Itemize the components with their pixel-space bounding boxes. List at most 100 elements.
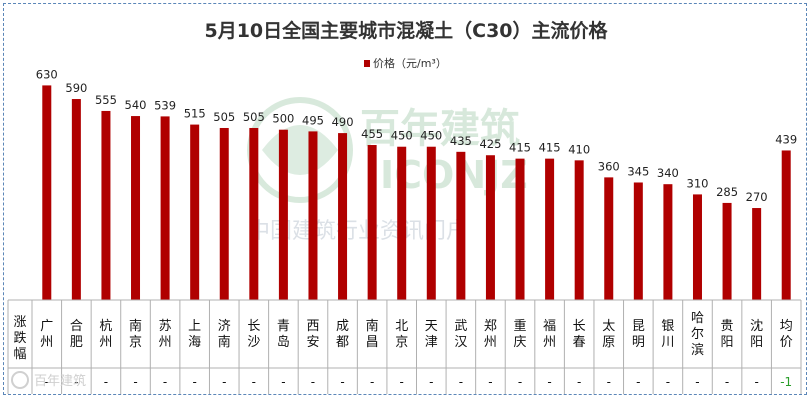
change-label: - xyxy=(488,375,492,389)
bar xyxy=(131,116,141,300)
value-label: 410 xyxy=(568,142,590,156)
value-label: 415 xyxy=(509,141,531,155)
change-label: - xyxy=(252,375,256,389)
change-label: - xyxy=(695,375,699,389)
bar xyxy=(574,160,584,300)
category-label: 长沙 xyxy=(247,319,260,350)
value-label: 590 xyxy=(65,81,87,95)
legend-swatch xyxy=(364,60,370,67)
bar xyxy=(722,202,732,300)
category-label: 北京 xyxy=(395,319,408,350)
change-label: - xyxy=(104,375,108,389)
category-label: 杭州 xyxy=(99,319,112,350)
bar xyxy=(752,208,762,300)
value-label: 285 xyxy=(716,185,738,199)
value-label: 630 xyxy=(36,67,58,81)
change-label: - xyxy=(370,375,374,389)
category-label: 济南 xyxy=(218,319,231,350)
change-label: - xyxy=(45,375,49,389)
value-label: 310 xyxy=(687,176,709,190)
category-label: 福州 xyxy=(543,319,556,350)
value-label: 515 xyxy=(184,107,206,121)
change-label: - xyxy=(281,375,285,389)
category-label: 哈尔滨 xyxy=(691,311,704,358)
category-label: 贵阳 xyxy=(721,319,734,350)
category-labels-group: 广州合肥杭州南京苏州上海济南长沙青岛西安成都南昌北京天津武汉郑州重庆福州长春太原… xyxy=(40,311,792,358)
change-labels-group: - - - - - - - - - - - - - - - - - - - - - - - - - -1 xyxy=(45,375,793,389)
value-label: 425 xyxy=(479,137,501,151)
category-label: 郑州 xyxy=(484,319,497,350)
value-label: 539 xyxy=(154,98,176,112)
value-label: 450 xyxy=(391,129,413,143)
table-row-label: 涨跌幅 xyxy=(13,315,26,362)
change-label: - xyxy=(577,375,581,389)
change-label: - xyxy=(429,375,433,389)
change-label: - xyxy=(459,375,463,389)
bar xyxy=(101,110,111,300)
category-label: 合肥 xyxy=(70,319,83,350)
bar xyxy=(781,150,791,300)
bar xyxy=(485,155,495,300)
value-label: 360 xyxy=(598,159,620,173)
category-label: 沈阳 xyxy=(750,319,763,350)
value-label: 270 xyxy=(746,190,768,204)
category-label: 南昌 xyxy=(366,318,379,350)
value-label: 415 xyxy=(539,141,561,155)
change-label: - xyxy=(607,375,611,389)
category-label: 西安 xyxy=(306,319,319,350)
value-label: 439 xyxy=(775,132,797,146)
bar xyxy=(219,127,229,300)
source-watermark-text: 百年建筑 xyxy=(34,373,86,389)
change-label: - xyxy=(636,375,640,389)
category-label: 银川 xyxy=(661,319,674,350)
watermark-brand: 百年建筑 xyxy=(360,106,520,152)
category-label: 成都 xyxy=(336,319,349,350)
bar xyxy=(456,151,466,300)
bar xyxy=(190,124,200,300)
bar xyxy=(633,182,643,300)
bar xyxy=(367,145,377,300)
chart-title: 5月10日全国主要城市混凝土（C30）主流价格 xyxy=(204,19,608,42)
change-label: -1 xyxy=(780,375,792,389)
bar xyxy=(71,99,81,300)
bar xyxy=(545,158,555,300)
bar xyxy=(42,85,52,300)
value-label: 490 xyxy=(332,115,354,129)
category-label: 均价 xyxy=(780,319,793,350)
value-label: 435 xyxy=(450,134,472,148)
category-label: 青岛 xyxy=(277,319,290,350)
value-label: 540 xyxy=(125,98,147,112)
category-label: 上海 xyxy=(188,319,201,350)
bar xyxy=(397,146,407,300)
value-label: 345 xyxy=(627,164,649,178)
category-label: 太原 xyxy=(602,319,615,350)
bar xyxy=(604,177,614,300)
change-label: - xyxy=(547,375,551,389)
value-labels-group: 630 590 555 540 539 515 505 505 500 495 490 455 450 4… xyxy=(36,67,797,204)
change-label: - xyxy=(163,375,167,389)
category-label: 武汉 xyxy=(454,319,467,350)
value-label: 340 xyxy=(657,166,679,180)
change-label: - xyxy=(311,375,315,389)
bar xyxy=(426,146,436,300)
change-label: - xyxy=(340,375,344,389)
bar xyxy=(692,194,702,300)
category-label: 重庆 xyxy=(514,318,527,350)
category-label: 苏州 xyxy=(159,318,172,350)
bar xyxy=(338,133,348,300)
change-label: - xyxy=(666,375,670,389)
value-label: 505 xyxy=(213,110,235,124)
value-label: 455 xyxy=(361,127,383,141)
bar xyxy=(663,184,673,300)
category-label: 长春 xyxy=(573,319,586,350)
table-grid xyxy=(7,299,802,394)
value-label: 555 xyxy=(95,93,117,107)
change-label: - xyxy=(400,375,404,389)
legend-label: 价格（元/m³） xyxy=(373,56,447,70)
bar xyxy=(249,127,259,300)
change-label: - xyxy=(754,375,758,389)
value-label: 505 xyxy=(243,110,265,124)
value-label: 500 xyxy=(272,112,294,126)
category-label: 广州 xyxy=(40,319,53,350)
